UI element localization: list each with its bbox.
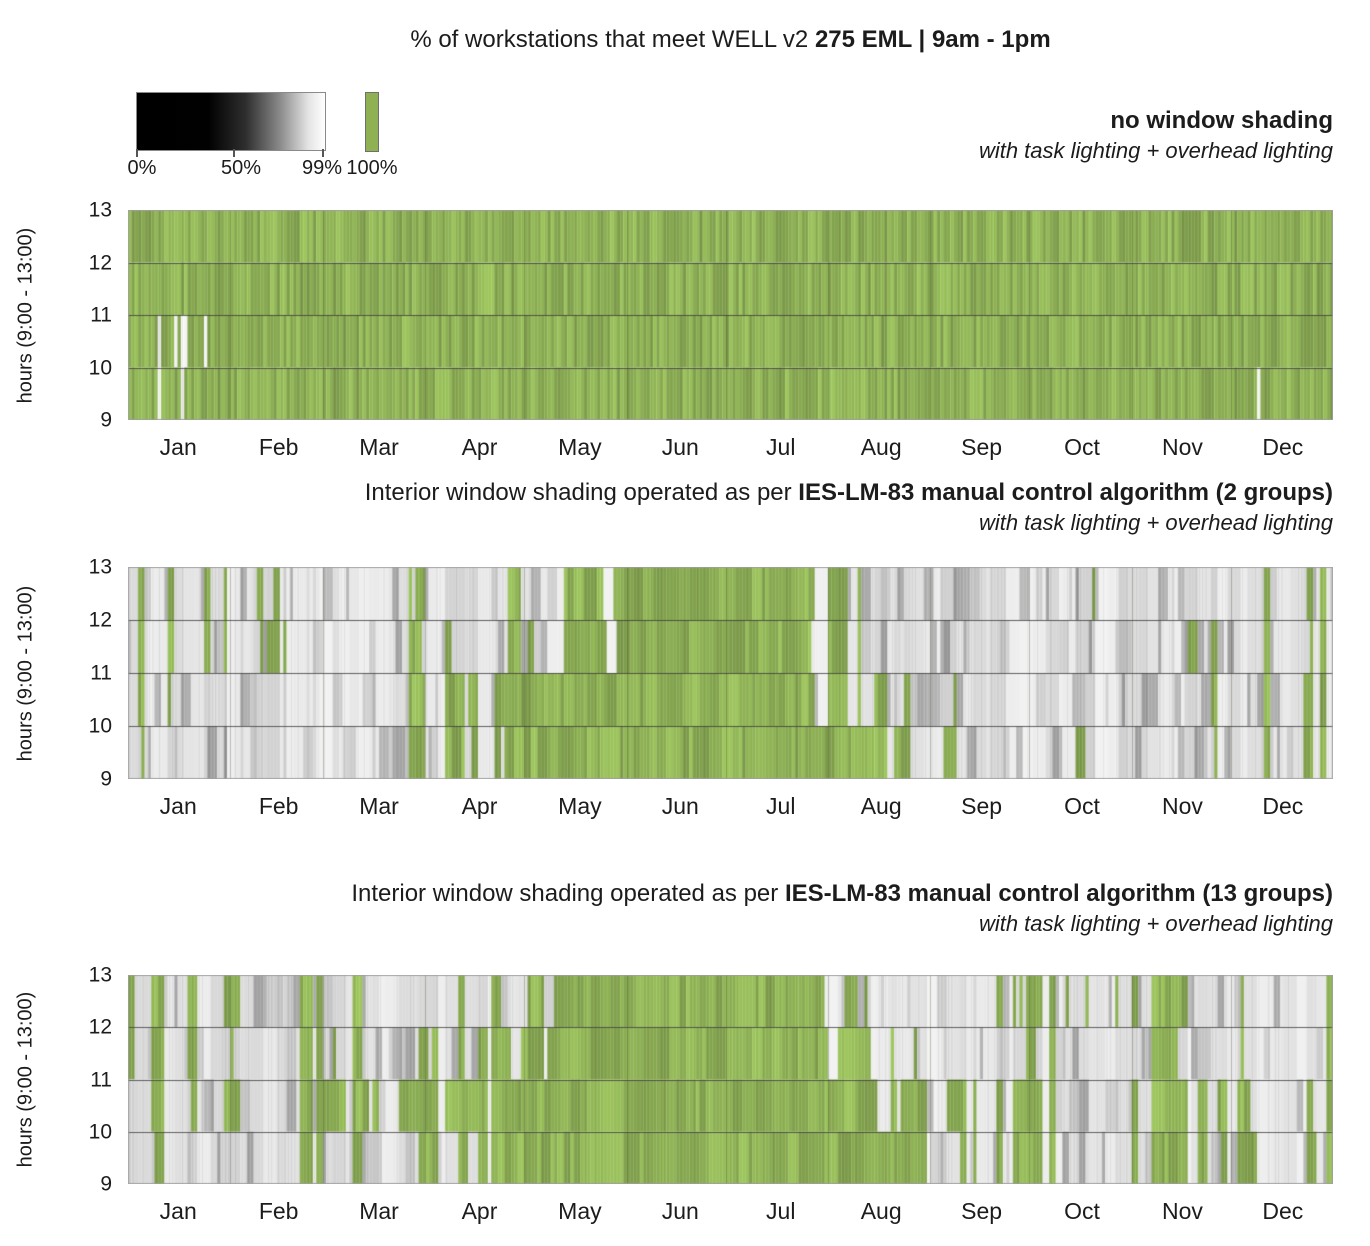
chart2-y-axis-title: hours (9:00 - 13:00)	[8, 567, 44, 779]
month-label: Jun	[661, 793, 699, 819]
month-label: Sep	[961, 434, 1003, 460]
month-label: Mar	[359, 434, 399, 460]
month-label: Sep	[961, 793, 1003, 819]
chart3-title-bold: IES-LM-83 manual control algorithm (13 g…	[784, 880, 1333, 907]
month-label: Sep	[961, 1198, 1003, 1224]
month-label: Dec	[1262, 434, 1304, 460]
chart3-y-axis-ticks: 13 12 11 10 9	[54, 965, 112, 1195]
legend-100-swatch	[365, 92, 379, 152]
month-label: Jul	[766, 434, 796, 460]
month-label: Jan	[159, 793, 197, 819]
chart1-heatmap-canvas	[128, 210, 1333, 420]
month-label: Jul	[766, 793, 796, 819]
chart1-header-italic: with task lighting + overhead lighting	[978, 138, 1333, 164]
month-label: Dec	[1262, 1198, 1304, 1224]
month-label: Aug	[860, 793, 902, 819]
chart1-header: no window shading with task lighting + o…	[128, 107, 1333, 164]
y-tick-label: 9	[100, 767, 112, 791]
y-tick-label: 13	[88, 963, 112, 987]
chart2-header: Interior window shading operated as per …	[128, 479, 1333, 536]
legend-label-100: 100%	[346, 157, 398, 179]
y-tick-label: 12	[88, 608, 112, 632]
month-label: Feb	[258, 793, 299, 819]
chart2-y-axis-ticks: 13 12 11 10 9	[54, 557, 112, 790]
page-title-prefix: % of workstations that meet WELL v2	[410, 26, 815, 53]
month-label: Jan	[159, 434, 197, 460]
chart3-title-prefix: Interior window shading operated as per	[351, 880, 785, 907]
y-tick-label: 11	[90, 1068, 112, 1091]
chart3-heatmap-canvas	[128, 975, 1333, 1184]
month-label: Apr	[461, 434, 498, 460]
chart2-heatmap-canvas	[128, 567, 1333, 779]
y-tick-label: 9	[100, 1172, 112, 1196]
legend-label-0: 0%	[127, 157, 157, 179]
y-tick-label: 13	[88, 198, 112, 222]
month-label: Mar	[359, 1198, 399, 1224]
month-label: Nov	[1161, 1198, 1203, 1224]
month-label: Oct	[1064, 793, 1100, 819]
chart2-x-axis-months: Jan Feb Mar Apr May Jun Jul Aug Sep Oct Nov Dec	[128, 793, 1333, 823]
y-axis-title-text: hours (9:00 - 13:00)	[14, 991, 37, 1168]
legend-label-50: 50%	[220, 157, 262, 179]
month-label: Aug	[860, 1198, 902, 1224]
month-label: May	[558, 793, 602, 819]
month-label: Jun	[661, 1198, 699, 1224]
chart2-title-bold: IES-LM-83 manual control algorithm (2 gr…	[798, 479, 1333, 506]
month-label: May	[558, 434, 602, 460]
chart3-subtitle: with task lighting + overhead lighting	[978, 911, 1333, 937]
y-tick-label: 11	[90, 303, 112, 327]
month-label: Dec	[1262, 793, 1304, 819]
y-axis-title-text: hours (9:00 - 13:00)	[14, 585, 37, 761]
y-axis-title-text: hours (9:00 - 13:00)	[14, 227, 37, 403]
legend-tick-50	[233, 149, 235, 157]
month-label: Jan	[159, 1198, 197, 1224]
legend-label-99: 99%	[301, 157, 343, 179]
month-label: Feb	[258, 434, 299, 460]
page-title: % of workstations that meet WELL v2 275 …	[128, 26, 1333, 54]
chart1-y-axis-ticks: 13 12 11 10 9	[54, 200, 112, 431]
chart1-y-axis-title: hours (9:00 - 13:00)	[8, 210, 44, 420]
chart3-title: Interior window shading operated as per …	[128, 880, 1333, 908]
month-label: May	[558, 1198, 602, 1224]
legend-tick-0	[136, 149, 138, 157]
page-title-bold: 275 EML | 9am - 1pm	[814, 26, 1051, 53]
legend-gradient-bar	[136, 92, 326, 151]
y-tick-label: 11	[90, 661, 112, 685]
month-label: Nov	[1161, 434, 1203, 460]
month-label: Jun	[661, 434, 699, 460]
month-label: Oct	[1064, 1198, 1100, 1224]
y-tick-label: 9	[100, 408, 112, 432]
y-tick-label: 12	[88, 251, 112, 274]
y-tick-label: 13	[88, 555, 112, 579]
y-tick-label: 12	[88, 1015, 112, 1039]
month-label: Jul	[766, 1198, 796, 1224]
chart3-x-axis-months: Jan Feb Mar Apr May Jun Jul Aug Sep Oct Nov Dec	[128, 1198, 1333, 1228]
chart2-title-prefix: Interior window shading operated as per	[364, 479, 799, 506]
month-label: Apr	[461, 793, 498, 819]
month-label: Nov	[1161, 793, 1203, 819]
legend-tick-99	[322, 149, 324, 157]
chart1-x-axis-months: Jan Feb Mar Apr May Jun Jul Aug Sep Oct Nov Dec	[128, 434, 1333, 464]
month-label: Feb	[258, 1198, 299, 1224]
chart2-subtitle: with task lighting + overhead lighting	[978, 510, 1333, 536]
y-tick-label: 10	[88, 356, 112, 379]
chart3-y-axis-title: hours (9:00 - 13:00)	[8, 975, 44, 1184]
month-label: Aug	[860, 434, 902, 460]
month-label: Oct	[1064, 434, 1100, 460]
chart3-header: Interior window shading operated as per …	[128, 880, 1333, 937]
y-tick-label: 10	[88, 714, 112, 738]
y-tick-label: 10	[88, 1120, 112, 1144]
chart1-header-bold: no window shading	[1110, 107, 1333, 134]
month-label: Apr	[461, 1198, 498, 1224]
month-label: Mar	[359, 793, 399, 819]
chart2-title: Interior window shading operated as per …	[128, 479, 1333, 507]
